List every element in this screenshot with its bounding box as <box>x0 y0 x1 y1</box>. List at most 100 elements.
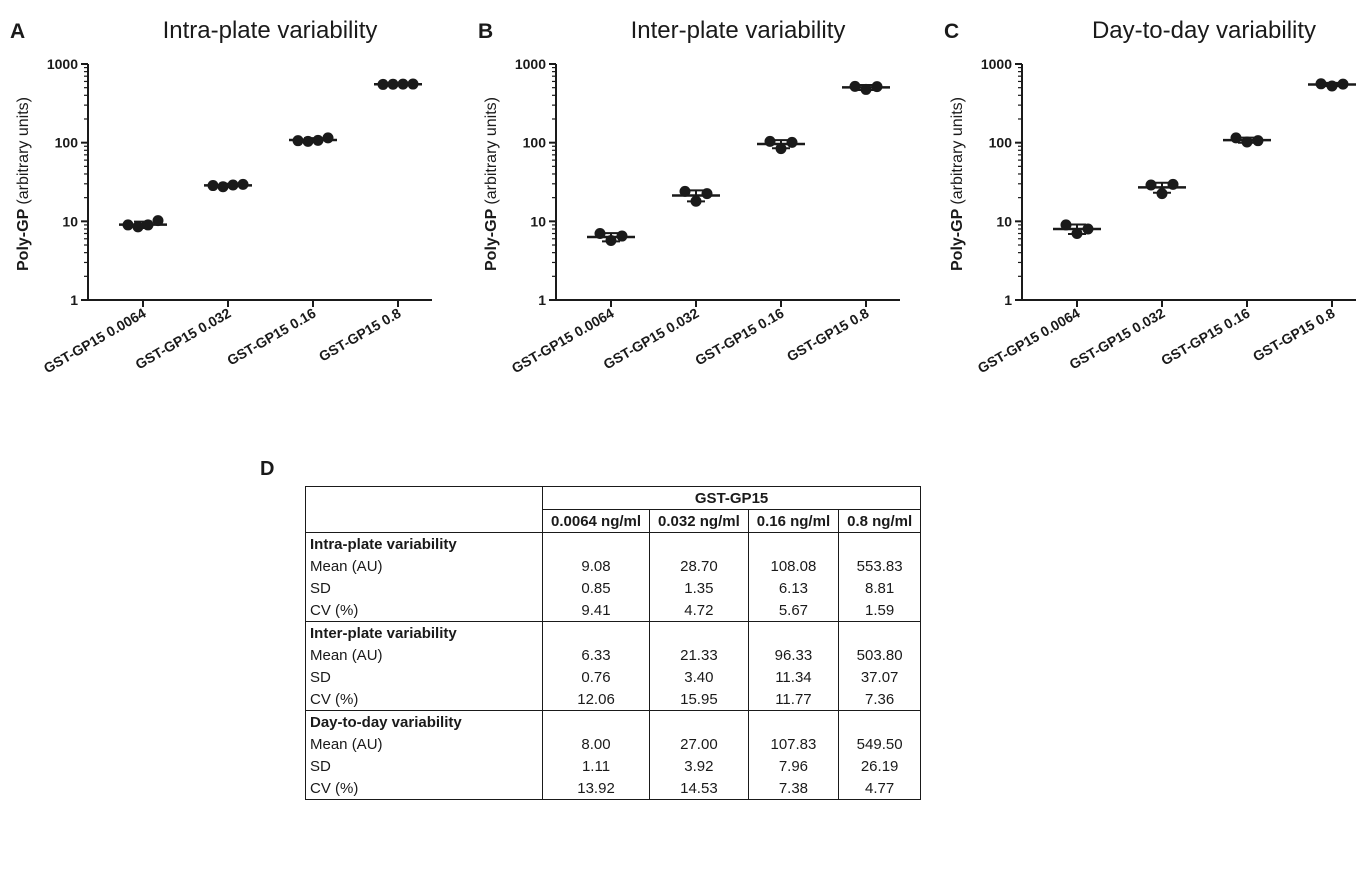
table-row-label: SD <box>305 577 543 599</box>
table-row-label: CV (%) <box>305 777 543 800</box>
table-cell: 503.80 <box>838 644 922 666</box>
x-tick-label: GST-GP15 0.0064 <box>509 305 617 377</box>
table-cell: 96.33 <box>747 644 840 666</box>
data-point <box>701 188 713 200</box>
table-column-row: 0.0064 ng/ml 0.032 ng/ml 0.16 ng/ml 0.8 ng/… <box>306 509 922 533</box>
data-point <box>322 132 334 144</box>
table-row: SD 0.85 1.35 6.13 8.81 <box>305 577 922 599</box>
chart-title: Inter-plate variability <box>631 17 846 44</box>
table-cell: 107.83 <box>747 733 840 755</box>
table-cell <box>649 532 749 555</box>
x-tick-label: GST-GP15 0.0064 <box>975 305 1083 377</box>
table-section-row: Inter-plate variability <box>305 621 922 644</box>
table-row: Mean (AU) 9.08 28.70 108.08 553.83 <box>305 555 922 577</box>
y-tick-label: 10 <box>62 213 78 229</box>
table-corner-cell <box>305 486 543 533</box>
data-point <box>1326 80 1338 92</box>
x-tick-label: GST-GP15 0.0064 <box>41 305 149 377</box>
y-axis-label-bold: Poly-GP <box>15 205 32 271</box>
table-cell: 6.13 <box>747 577 840 599</box>
y-tick-label: 100 <box>55 135 79 151</box>
table-cell: 21.33 <box>649 644 749 666</box>
x-tick-label: GST-GP15 0.16 <box>692 305 786 369</box>
table-cell: 1.11 <box>541 755 651 777</box>
data-point <box>690 195 702 207</box>
chart-title: Day-to-day variability <box>1092 17 1316 44</box>
table-cell: 7.38 <box>747 777 840 800</box>
table-cell: 7.96 <box>747 755 840 777</box>
y-tick-label: 1000 <box>47 56 78 72</box>
y-tick-label: 1 <box>70 292 78 308</box>
y-axis-label: Poly-GP (arbitrary units) <box>15 97 32 271</box>
data-point <box>860 83 872 95</box>
table-row: CV (%) 13.92 14.53 7.38 4.77 <box>305 777 922 800</box>
table-cell <box>541 532 651 555</box>
table-cell: 4.77 <box>838 777 922 800</box>
table-cell: 8.00 <box>541 733 651 755</box>
table-cell: 12.06 <box>541 688 651 711</box>
x-tick-label: GST-GP15 0.8 <box>784 305 872 365</box>
panel-letter: B <box>478 20 493 43</box>
table-cell <box>747 710 840 733</box>
table-cell: 4.72 <box>649 599 749 622</box>
x-tick-label: GST-GP15 0.032 <box>132 305 233 373</box>
x-tick-label: GST-GP15 0.032 <box>1066 305 1167 373</box>
table-cell: 3.40 <box>649 666 749 688</box>
table-cell: 8.81 <box>838 577 922 599</box>
table-row-label: CV (%) <box>305 599 543 622</box>
table-cell: 15.95 <box>649 688 749 711</box>
chart-panel-a: A Intra-plate variability Poly-GP (arbitra… <box>0 0 460 450</box>
y-tick-label: 1 <box>1004 292 1012 308</box>
table-row: SD 0.76 3.40 11.34 37.07 <box>305 666 922 688</box>
table-row-label: SD <box>305 666 543 688</box>
table-section-title: Inter-plate variability <box>305 621 543 644</box>
table-column-header: 0.0064 ng/ml <box>541 509 651 533</box>
table-row: Mean (AU) 8.00 27.00 107.83 549.50 <box>305 733 922 755</box>
table-cell: 26.19 <box>838 755 922 777</box>
table-cell: 27.00 <box>649 733 749 755</box>
y-tick-label: 10 <box>530 213 546 229</box>
table-section-row: Intra-plate variability <box>305 532 922 555</box>
data-point <box>786 136 798 148</box>
panel-letter-d: D <box>260 458 275 480</box>
y-tick-label: 100 <box>523 135 547 151</box>
panel-letter: A <box>10 20 25 43</box>
y-axis-label: Poly-GP (arbitrary units) <box>483 97 500 271</box>
table-cell: 13.92 <box>541 777 651 800</box>
y-tick-label: 1000 <box>515 56 546 72</box>
y-axis-label-units: (arbitrary units) <box>483 97 500 205</box>
data-point <box>1230 132 1242 144</box>
table-section-title: Intra-plate variability <box>305 532 543 555</box>
table-cell: 9.08 <box>541 555 651 577</box>
table-cell: 0.76 <box>541 666 651 688</box>
y-axis-label-bold: Poly-GP <box>483 205 500 271</box>
data-point <box>1060 219 1072 231</box>
chart-svg: C Day-to-day variability Poly-GP (arbitrar… <box>944 17 1356 377</box>
table-group-header: GST-GP15 <box>541 486 922 510</box>
table-row-label: Mean (AU) <box>305 644 543 666</box>
table-cell <box>838 621 922 644</box>
table-row: SD 1.11 3.92 7.96 26.19 <box>305 755 922 777</box>
table-row-label: Mean (AU) <box>305 555 543 577</box>
table-cell: 14.53 <box>649 777 749 800</box>
table-header-row: GST-GP15 <box>305 486 922 533</box>
table-cell <box>838 532 922 555</box>
x-tick-label: GST-GP15 0.16 <box>1158 305 1252 369</box>
y-tick-label: 10 <box>996 213 1012 229</box>
y-tick-label: 100 <box>989 135 1013 151</box>
data-point <box>302 135 314 147</box>
x-tick-label: GST-GP15 0.8 <box>316 305 404 365</box>
table-row-label: Mean (AU) <box>305 733 543 755</box>
table-cell: 5.67 <box>747 599 840 622</box>
y-axis-label-units: (arbitrary units) <box>949 97 966 205</box>
table-cell: 37.07 <box>838 666 922 688</box>
table-cell <box>649 710 749 733</box>
y-tick-label: 1 <box>538 292 546 308</box>
table-section-title: Day-to-day variability <box>305 710 543 733</box>
table-cell: 0.85 <box>541 577 651 599</box>
x-tick-label: GST-GP15 0.032 <box>600 305 701 373</box>
table-cell: 549.50 <box>838 733 922 755</box>
panel-letter: C <box>944 20 959 43</box>
table-section-row: Day-to-day variability <box>305 710 922 733</box>
table-row: CV (%) 12.06 15.95 11.77 7.36 <box>305 688 922 711</box>
